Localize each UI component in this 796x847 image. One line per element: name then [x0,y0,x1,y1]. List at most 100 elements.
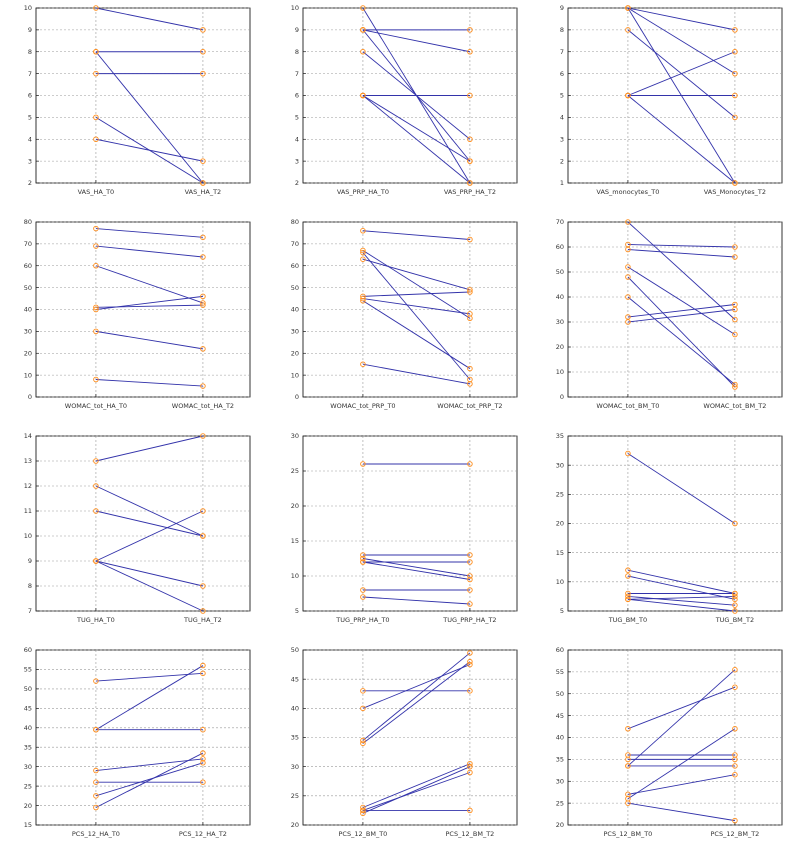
series-line-7 [362,300,471,369]
data-point-2-t2 [732,70,738,77]
data-point-3-t0 [360,737,366,744]
series-line-3 [95,265,204,304]
y-tick-label: 40 [556,734,564,742]
data-point-6-t2 [467,311,473,317]
y-tick-label: 45 [24,705,32,713]
y-tick-label: 40 [24,724,32,732]
data-point-3-t0 [625,756,631,763]
series-line-1 [627,453,736,524]
data-point-1-t0 [625,450,631,457]
data-point-2-t2 [200,254,206,260]
data-point-3-t2 [732,596,738,603]
data-point-3-t2 [200,300,206,306]
data-point-4-t2 [732,331,738,338]
y-tick-label: 1 [560,179,564,187]
data-point-5-t0 [93,306,99,313]
y-tick-label: 10 [24,4,32,12]
y-tick-label: 50 [556,690,564,698]
y-tick-label: 2 [560,157,564,165]
data-point-5-t2 [467,576,473,583]
x-category-label: PCS_12_BM_T2 [446,830,495,838]
series-line-5 [627,595,735,606]
data-point-2-t2 [467,49,473,55]
y-tick-label: 4 [560,114,564,122]
data-point-8-t0 [360,92,366,99]
chart-panel-10: 15 20 25 30 35 40 45 50 55 60 PCS_12_HA_T0 PCS_12_H… [24,646,251,838]
y-tick-label: 60 [291,262,299,270]
data-point-5-t2 [732,666,738,673]
series-line-4 [627,266,736,335]
data-point-6-t2 [200,346,206,352]
series-line-6 [627,774,736,795]
data-point-8-t0 [360,361,366,367]
data-point-7-t2 [467,365,473,372]
data-point-3-t0 [93,726,99,733]
data-point-6-t2 [732,593,738,600]
series-line-6 [627,296,736,385]
data-point-2-t0 [360,705,366,712]
series-line-2 [362,29,471,53]
y-tick-label: 5 [295,607,299,615]
data-point-7-t2 [200,750,206,756]
y-tick-label: 20 [291,502,299,510]
x-category-label: TUG_HA_T0 [76,616,115,624]
data-point-3-t2 [732,756,738,763]
x-category-label: WOMAC_tot_BM_T0 [596,402,659,410]
y-tick-label: 9 [295,26,299,34]
chart-panel-2: 2 3 4 5 6 7 8 9 10 VAS_PRP_HA_T0 VAS_PRP_HA_T2 [291,4,518,196]
x-category-label: TUG_BM_T0 [608,616,647,624]
y-tick-label: 8 [560,26,564,34]
data-point-5-t2 [200,583,206,589]
x-category-label: VAS_monocytes_T0 [596,188,659,196]
series-line-2 [95,245,203,258]
y-tick-label: 3 [560,135,564,143]
data-point-4-t0 [625,590,631,597]
series-line-1 [362,230,470,240]
y-tick-label: 10 [291,572,299,580]
data-point-1-t2 [732,316,738,323]
y-tick-label: 35 [556,756,564,764]
data-point-1-t2 [467,461,473,467]
series-line-2 [362,250,471,319]
data-point-3-t0 [360,249,366,256]
y-tick-label: 0 [295,393,299,401]
y-tick-label: 10 [291,371,299,379]
y-tick-label: 25 [291,467,299,475]
series-line-8 [362,766,471,814]
data-point-7-t2 [467,158,473,164]
x-category-label: PCS_12_HA_T0 [72,830,120,838]
series-line-4 [362,661,471,744]
y-tick-label: 3 [295,157,299,165]
series-line-7 [627,728,736,800]
series-line-3 [95,510,204,537]
data-point-2-t2 [200,726,206,733]
y-tick-label: 2 [28,179,32,187]
data-point-6-t2 [467,769,473,776]
series-line-2 [627,7,736,75]
data-point-8-t0 [625,800,631,806]
data-point-5-t2 [467,136,473,142]
y-tick-label: 40 [556,293,564,301]
y-tick-label: 9 [560,4,564,12]
series-line-7 [362,95,471,162]
y-tick-label: 6 [295,92,299,100]
series-line-4 [95,758,203,772]
data-point-1-t0 [93,458,99,464]
series-line-5 [362,561,470,580]
data-point-6-t2 [467,92,473,99]
data-point-4-t0 [360,740,366,747]
plot-area [567,221,783,398]
data-point-4-t2 [200,302,206,308]
data-point-1-t2 [467,236,473,243]
data-point-2-t2 [200,49,206,55]
data-point-7-t2 [732,608,738,614]
data-point-1-t2 [732,684,738,690]
plot-area [302,435,518,612]
data-point-1-t2 [200,670,206,677]
y-tick-label: 30 [291,328,299,336]
y-tick-label: 6 [28,92,32,100]
y-tick-label: 80 [24,218,32,226]
data-point-4-t2 [200,508,206,514]
y-tick-label: 35 [291,734,299,742]
data-point-3-t2 [467,573,473,579]
